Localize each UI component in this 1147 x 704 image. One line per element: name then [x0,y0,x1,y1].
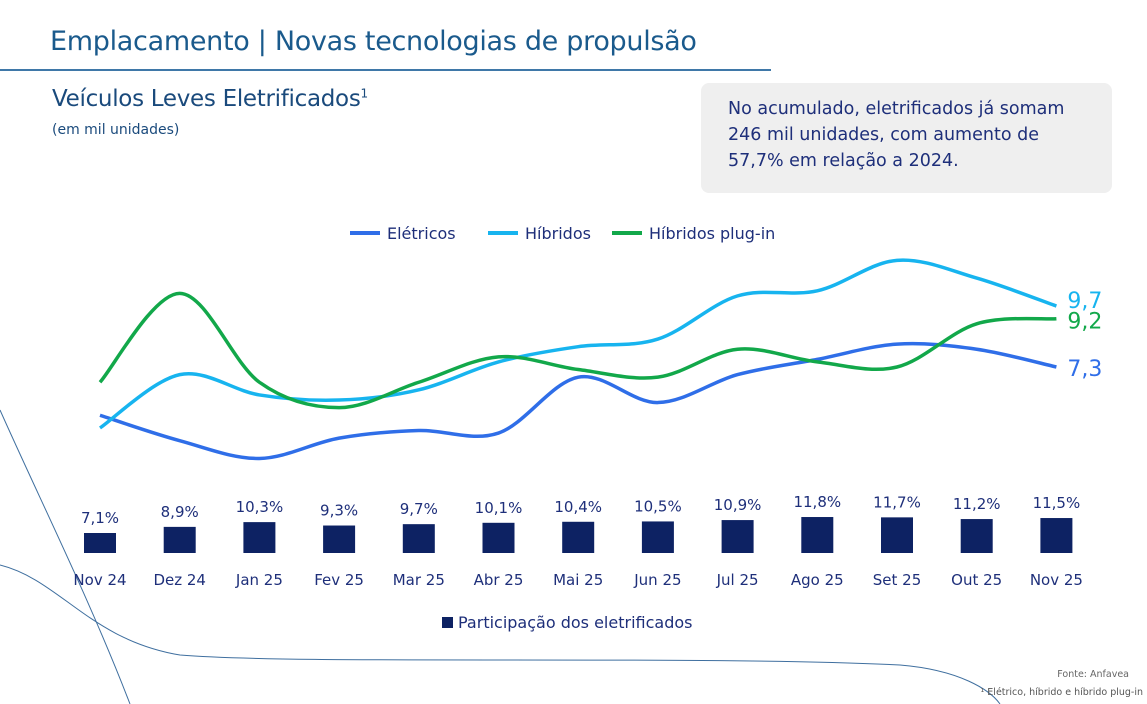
legend-label: Híbridos plug-in [649,224,775,243]
x-tick-label: Jun 25 [633,571,681,589]
share-bar [482,522,515,553]
share-bar [801,517,834,553]
x-tick-label: Out 25 [951,571,1002,589]
end-value-label: 7,3 [1067,357,1102,382]
chart-subtitle: Veículos Leves Eletrificados1 [52,86,368,112]
x-tick-label: Ago 25 [791,571,844,589]
end-value-label: 9,2 [1067,310,1102,335]
x-tick-label: Jul 25 [716,571,759,589]
share-bar [960,519,993,553]
series-line [98,258,1057,430]
subtitle-text: Veículos Leves Eletrificados [52,86,361,112]
bar-value-label: 11,2% [953,495,1001,513]
share-bar [243,522,276,553]
page-title: Emplacamento | Novas tecnologias de prop… [50,26,697,57]
bar-value-label: 11,8% [793,493,841,511]
share-bar [402,524,435,553]
footnote-marker: 1 [360,86,369,101]
bar-value-label: 10,1% [475,499,523,517]
x-tick-label: Nov 24 [73,571,126,589]
bar-value-label: 10,5% [634,497,682,515]
bar-value-label: 8,9% [161,503,199,521]
x-tick-label: Dez 24 [153,571,206,589]
x-tick-label: Mai 25 [553,571,603,589]
bar-legend-swatch [442,617,453,628]
share-bar [323,525,356,553]
series-line [98,291,1057,410]
share-bar [881,517,913,553]
bar-value-label: 9,7% [400,500,438,518]
x-tick-label: Fev 25 [314,571,364,589]
unit-label: (em mil unidades) [52,122,180,138]
end-value-label: 9,7 [1067,289,1102,314]
bar-value-label: 11,7% [873,493,921,511]
x-tick-label: Nov 25 [1030,571,1083,589]
share-bar [84,533,116,553]
share-bar [163,526,196,553]
footnote: ¹ Elétrico, híbrido e híbrido plug-in [980,687,1143,698]
x-tick-label: Abr 25 [474,571,524,589]
bar-value-label: 10,4% [554,498,602,516]
share-bar [641,521,674,553]
series-line [99,341,1057,461]
title-divider [0,69,771,71]
x-tick-label: Mar 25 [393,571,445,589]
x-tick-label: Jan 25 [235,571,283,589]
share-bar [721,520,754,553]
bar-value-label: 9,3% [320,502,358,520]
bar-value-label: 10,9% [714,496,762,514]
source-note: Fonte: Anfavea [1057,669,1129,680]
callout-box: No acumulado, eletrificados já somam 246… [701,83,1112,193]
bar-value-label: 11,5% [1033,494,1081,512]
bar-value-label: 10,3% [236,498,284,516]
share-bar [562,521,595,553]
bar-value-label: 7,1% [81,509,119,527]
legend-label: Híbridos [525,224,591,243]
legend-label: Elétricos [387,224,456,243]
share-bar [1040,518,1073,553]
x-tick-label: Set 25 [873,571,922,589]
bar-legend-label: Participação dos eletrificados [458,613,692,632]
